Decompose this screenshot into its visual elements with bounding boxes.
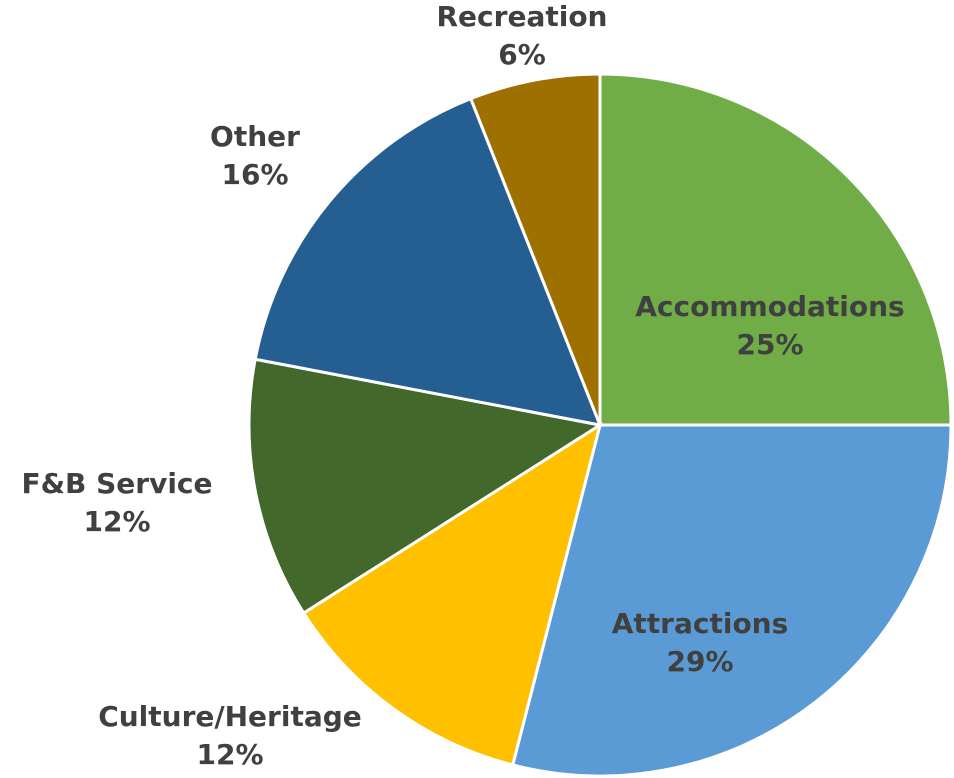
pie-slice (301, 421, 603, 767)
category-label: Culture/Heritage (98, 700, 362, 733)
value-label: 12% (196, 738, 263, 771)
category-label: F&B Service (21, 467, 212, 500)
value-label: 29% (666, 645, 733, 678)
pie-slice (510, 423, 953, 778)
value-label: 16% (221, 158, 288, 191)
category-label: Other (210, 120, 300, 153)
category-label: Accommodations (635, 290, 904, 323)
pie-slice (247, 357, 605, 616)
value-label: 25% (736, 328, 803, 361)
pie-slice (598, 72, 953, 427)
value-label: 6% (498, 38, 546, 71)
category-label: Attractions (612, 607, 789, 640)
pie-slice (253, 96, 603, 427)
pie-slice (468, 72, 602, 426)
category-label: Recreation (437, 0, 608, 33)
value-label: 12% (83, 505, 150, 538)
